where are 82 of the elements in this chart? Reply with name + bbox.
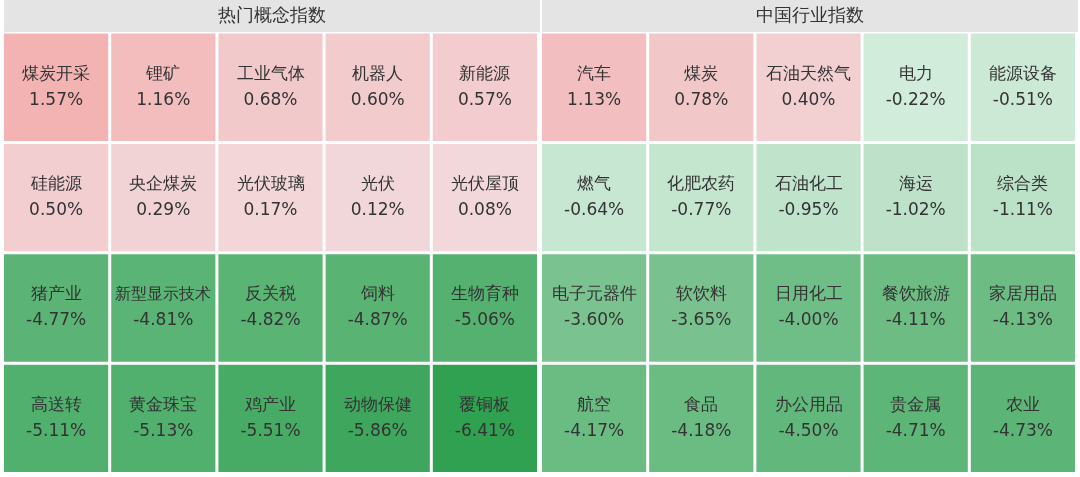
data-label: -5.06%: [454, 309, 515, 330]
data-label: -5.13%: [133, 419, 194, 440]
category-label: 贵金属: [890, 393, 942, 414]
category-label: 电力: [898, 62, 933, 83]
text: 热门概念指数: [218, 4, 326, 26]
category-label: 煤炭开采: [22, 62, 91, 83]
data-label: -4.77%: [26, 309, 87, 330]
category-label: 石油化工: [774, 173, 843, 194]
data-label: -1.02%: [885, 199, 946, 220]
data-label: 0.68%: [243, 88, 298, 109]
category-label: 化肥农药: [667, 173, 736, 194]
data-label: -4.18%: [671, 419, 732, 440]
data-label: -4.73%: [992, 419, 1053, 440]
category-label: 海运: [898, 173, 933, 194]
data-label: 0.57%: [457, 88, 512, 109]
data-label: 0.29%: [136, 199, 191, 220]
category-label: 家居用品: [988, 283, 1057, 304]
data-label: 0.40%: [781, 88, 836, 109]
category-label: 农业: [1005, 393, 1040, 414]
category-label: 高送转: [30, 393, 82, 414]
category-label: 光伏: [360, 173, 395, 194]
data-label: -5.51%: [240, 419, 301, 440]
category-label: 猪产业: [30, 283, 82, 304]
data-label: -4.11%: [885, 309, 946, 330]
category-label: 电子元器件: [551, 283, 637, 304]
data-label: -4.81%: [133, 309, 194, 330]
data-label: -0.64%: [564, 199, 625, 220]
data-label: -6.41%: [454, 419, 515, 440]
category-label: 工业气体: [236, 62, 305, 83]
category-label: 覆铜板: [459, 393, 511, 414]
category-label: 机器人: [352, 62, 404, 83]
data-label: -4.71%: [885, 419, 946, 440]
category-label: 动物保健: [343, 393, 412, 414]
category-label: 央企煤炭: [129, 173, 198, 194]
category-label: 航空: [577, 393, 612, 414]
data-label: 1.13%: [567, 88, 622, 109]
category-label: 反关税: [245, 283, 296, 304]
category-label: 鸡产业: [244, 393, 296, 414]
data-label: 0.60%: [350, 88, 405, 109]
data-label: -0.77%: [671, 199, 732, 220]
category-label: 办公用品: [774, 393, 843, 414]
category-label: 光伏屋顶: [450, 173, 519, 194]
data-label: -0.95%: [778, 199, 839, 220]
data-label: -5.11%: [26, 419, 87, 440]
category-label: 石油天然气: [766, 62, 851, 83]
category-label: 新型显示技术: [115, 284, 212, 304]
category-label: 锂矿: [145, 62, 181, 83]
data-label: -4.50%: [778, 419, 839, 440]
data-label: 0.08%: [457, 199, 512, 220]
category-label: 食品: [684, 393, 719, 414]
category-label: 光伏玻璃: [236, 173, 305, 194]
category-label: 煤炭: [684, 62, 719, 83]
data-label: -4.87%: [347, 309, 408, 330]
category-label: 能源设备: [988, 62, 1057, 83]
category-label: 软饮料: [675, 283, 727, 304]
data-label: 0.12%: [350, 199, 405, 220]
category-label: 日用化工: [774, 283, 843, 304]
data-label: 1.57%: [29, 88, 84, 109]
category-label: 黄金珠宝: [129, 393, 198, 414]
category-label: 新能源: [459, 62, 511, 83]
data-label: -3.60%: [564, 309, 625, 330]
category-label: 汽车: [577, 62, 612, 83]
data-label: -0.22%: [885, 88, 946, 109]
data-label: -0.51%: [992, 88, 1053, 109]
text: 中国行业指数: [756, 4, 864, 26]
data-label: -4.17%: [564, 419, 625, 440]
data-label: -3.65%: [671, 309, 732, 330]
category-label: 餐饮旅游: [881, 283, 950, 304]
data-label: 0.50%: [29, 199, 84, 220]
data-label: -4.13%: [992, 309, 1053, 330]
category-label: 生物育种: [450, 283, 519, 304]
data-label: -4.00%: [778, 309, 839, 330]
category-label: 饲料: [359, 283, 395, 304]
data-label: 0.17%: [243, 199, 298, 220]
category-label: 综合类: [997, 173, 1049, 194]
data-label: -4.82%: [240, 309, 301, 330]
data-label: -1.11%: [992, 199, 1053, 220]
data-label: 1.16%: [136, 88, 191, 109]
category-label: 燃气: [577, 173, 612, 194]
data-label: 0.78%: [674, 88, 729, 109]
category-label: 硅能源: [29, 173, 82, 194]
data-label: -5.86%: [347, 419, 408, 440]
